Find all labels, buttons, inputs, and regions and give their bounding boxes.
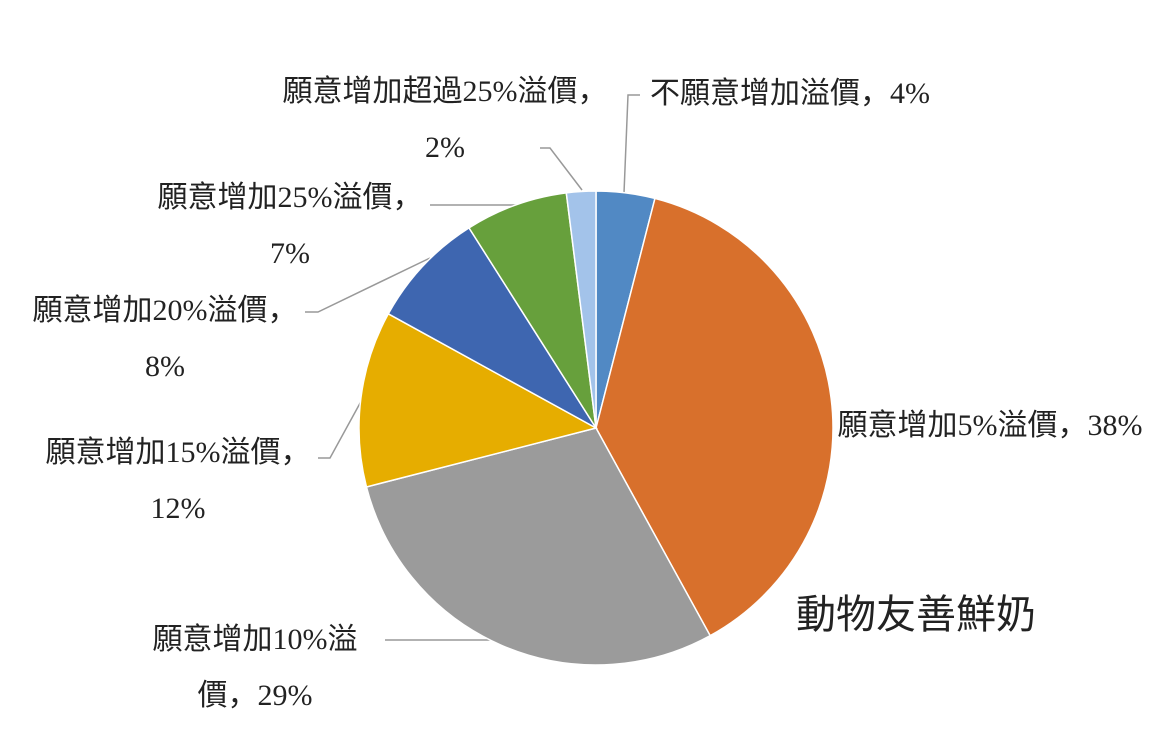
leader-line [305, 257, 431, 313]
category-label: 願意增加15%溢價 [45, 436, 281, 469]
leader-line [318, 384, 371, 459]
wedge [365, 427, 712, 666]
wedge [467, 192, 597, 429]
data-label: 願意增加10%溢價，29% [130, 612, 380, 724]
label-separator: ， [392, 181, 423, 214]
value-label: 12% [150, 492, 206, 525]
data-label: 願意增加15%溢價， 12% [43, 425, 313, 537]
data-label: 願意增加20%溢價， 8% [30, 283, 300, 395]
category-label: 願意增加5%溢價 [837, 409, 1058, 442]
category-label: 願意增加25%溢價 [157, 181, 393, 214]
data-label: 願意增加超過25%溢價， 2% [280, 64, 610, 176]
label-separator: ， [280, 436, 311, 469]
value-label: 7% [270, 237, 310, 270]
wedge [387, 226, 597, 429]
data-label: 不願意增加溢價，4% [630, 66, 950, 122]
category-label: 願意增加10%溢價 [152, 623, 358, 712]
label-separator: ， [860, 77, 890, 110]
category-label: 不願意增加溢價 [650, 77, 860, 110]
category-label: 願意增加20%溢價 [32, 294, 268, 327]
data-label: 願意增加25%溢價， 7% [155, 170, 425, 282]
data-label: 願意增加5%溢價，38% [835, 398, 1145, 454]
chart-title: 動物友善鮮奶 [796, 592, 1036, 638]
wedge [565, 190, 597, 429]
value-label: 4% [890, 77, 930, 110]
value-label: 2% [425, 131, 465, 164]
wedge [595, 197, 834, 637]
value-label: 29% [257, 679, 313, 712]
label-separator: ， [227, 679, 258, 712]
label-separator: ， [577, 75, 608, 108]
wedge [358, 312, 599, 488]
leader-line [540, 147, 583, 191]
leader-line [623, 94, 640, 194]
leader-lines [305, 94, 640, 641]
label-separator: ， [267, 294, 298, 327]
category-label: 願意增加超過25%溢價 [282, 75, 578, 108]
label-separator: ， [1057, 409, 1088, 442]
wedges [358, 190, 834, 666]
value-label: 8% [145, 350, 185, 383]
value-label: 38% [1087, 409, 1143, 442]
